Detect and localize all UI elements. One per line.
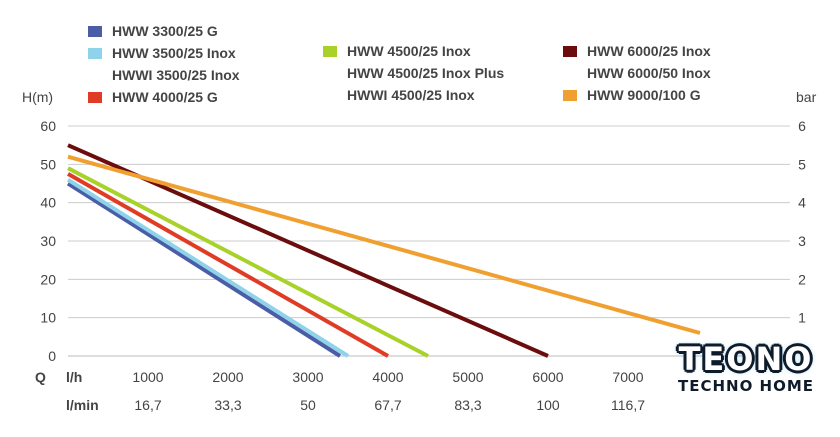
legend: HWW 3300/25 G HWW 3500/25 Inox HWWI 3500/2… <box>88 23 711 105</box>
y-left-tick-label: 50 <box>40 156 56 172</box>
x-tick-label-hour: 2000 <box>212 369 243 385</box>
x-tick-label-hour: 3000 <box>292 369 323 385</box>
y-left-tick-label: 40 <box>40 195 56 211</box>
y-right-tick-label: 2 <box>798 271 806 287</box>
logo-subtitle: TECHNO HOME <box>677 377 815 395</box>
y-left-tick-label: 30 <box>40 233 56 249</box>
legend-swatch <box>88 48 102 59</box>
legend-label: HWW 6000/50 Inox <box>587 65 711 81</box>
series-line <box>67 172 389 358</box>
y-left-tick-label: 20 <box>40 271 56 287</box>
x-tick-label-hour: 6000 <box>532 369 563 385</box>
legend-swatch <box>563 46 577 57</box>
series-line <box>66 177 350 358</box>
x-axis-title: Q <box>35 369 46 385</box>
gridlines <box>68 125 790 357</box>
logo-wordmark: TEONO <box>678 340 814 378</box>
y-left-tick-label: 60 <box>40 118 56 134</box>
series-lines <box>66 143 701 358</box>
x-tick-label-hour: 7000 <box>612 369 643 385</box>
x-tick-label-min: 50 <box>300 397 316 413</box>
y-right-tick-label: 3 <box>798 233 806 249</box>
y-right-tick-label: 4 <box>798 195 806 211</box>
x-tick-label-min: 67,7 <box>374 397 401 413</box>
legend-label: HWW 3500/25 Inox <box>112 45 236 61</box>
legend-label: HWW 4000/25 G <box>112 89 218 105</box>
x-tick-label-min: 100 <box>536 397 560 413</box>
legend-label: HWWI 4500/25 Inox <box>347 87 475 103</box>
y-left-axis-title: H(m) <box>22 89 53 105</box>
x-tick-label-min: 16,7 <box>134 397 161 413</box>
y-right-tick-label: 1 <box>798 310 806 326</box>
legend-label: HWWI 3500/25 Inox <box>112 67 240 83</box>
legend-swatch <box>88 26 102 37</box>
y-right-tick-label: 6 <box>798 118 806 134</box>
y-right-tick-label: 5 <box>798 156 806 172</box>
x-tick-label-min: 83,3 <box>454 397 481 413</box>
series-line <box>66 181 342 358</box>
legend-swatch <box>88 92 102 103</box>
legend-swatch <box>323 46 337 57</box>
legend-swatch <box>563 90 577 101</box>
y-right-axis-title: bar <box>796 89 817 105</box>
x-unit-hour: l/h <box>66 369 82 385</box>
series-line <box>67 154 701 335</box>
x-tick-label-min: 33,3 <box>214 397 241 413</box>
series-line <box>67 166 429 358</box>
legend-label: HWW 4500/25 Inox Plus <box>347 65 504 81</box>
y-left-tick-label: 0 <box>48 348 56 364</box>
teono-logo: TEONO TECHNO HOME <box>660 340 832 398</box>
y-left-tick-label: 10 <box>40 310 56 326</box>
legend-label: HWW 4500/25 Inox <box>347 43 471 59</box>
x-tick-label-min: 116,7 <box>611 397 645 413</box>
x-tick-label-hour: 4000 <box>372 369 403 385</box>
legend-label: HWW 3300/25 G <box>112 23 218 39</box>
x-unit-min: l/min <box>66 397 99 413</box>
legend-label: HWW 9000/100 G <box>587 87 701 103</box>
legend-label: HWW 6000/25 Inox <box>587 43 711 59</box>
x-tick-label-hour: 5000 <box>452 369 483 385</box>
x-tick-label-hour: 1000 <box>132 369 163 385</box>
